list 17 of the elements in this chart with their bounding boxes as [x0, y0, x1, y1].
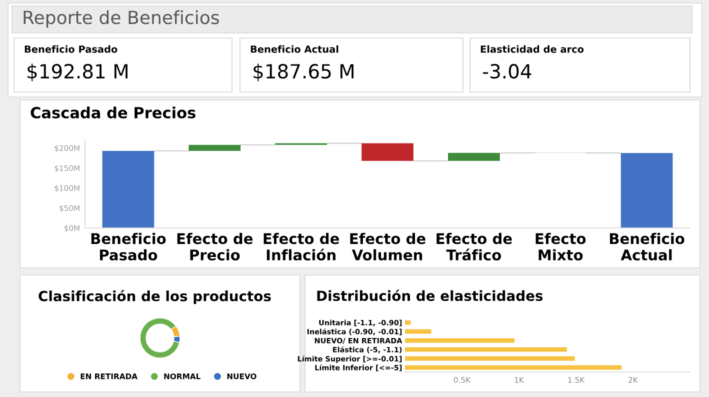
x-tick-label: Efecto Mixto: [536, 232, 586, 260]
x-tick-label: Efecto de Precio: [177, 232, 253, 260]
x-tick-label: Efecto de Inflación: [264, 232, 339, 260]
chart-title: Distribución de elasticidades: [317, 290, 543, 302]
x-tick-label: Beneficio Actual: [610, 232, 684, 260]
chart-title: Cascada de Precios: [30, 106, 196, 118]
chart-title: Clasificación de los productos: [38, 290, 271, 304]
text: $187.65 M: [254, 64, 354, 82]
x-tick-label: Beneficio Pasado: [91, 232, 166, 260]
x-tick-label: Efecto de Tráfico: [436, 232, 512, 260]
text: Beneficio Pasado: [24, 45, 118, 53]
text: -3.04: [482, 64, 532, 79]
text: $192.81 M: [28, 64, 128, 82]
x-tick-label: Efecto de Volumen: [350, 232, 426, 260]
text: Elasticidad de arco: [480, 45, 584, 53]
text: Beneficio Actual: [250, 45, 338, 53]
text: Reporte de Beneficios: [24, 10, 219, 28]
